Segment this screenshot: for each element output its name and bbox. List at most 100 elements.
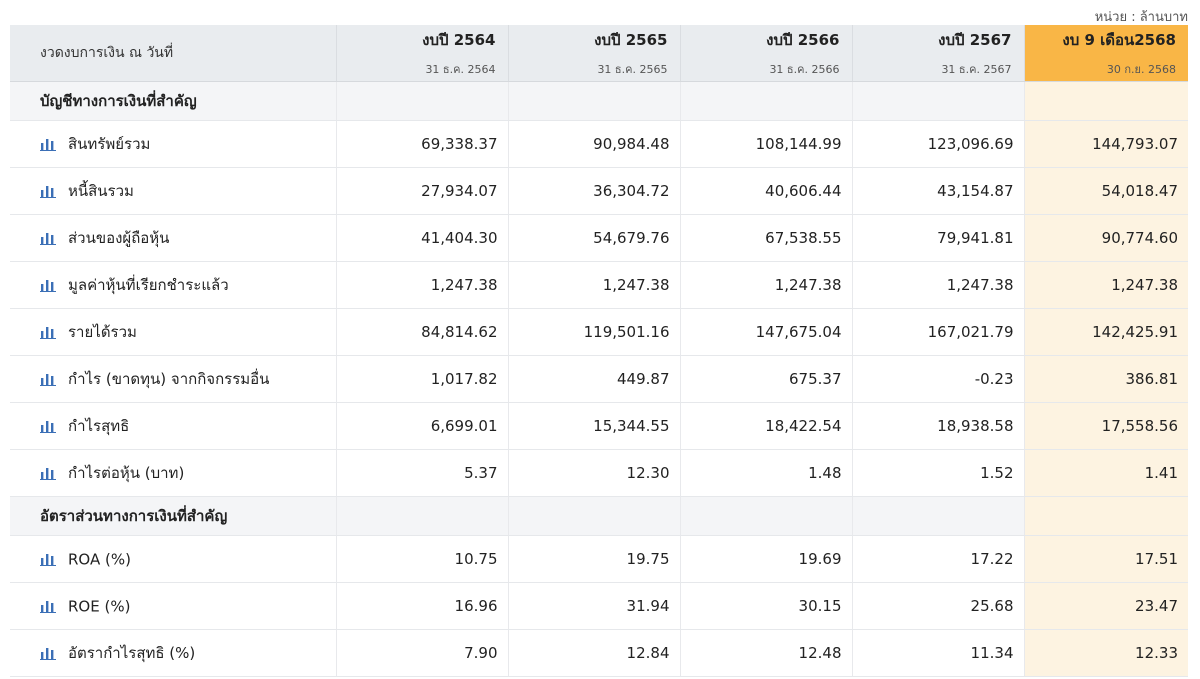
bar-chart-icon[interactable] — [40, 372, 56, 386]
value-cell: 27,934.07 — [336, 167, 509, 215]
table-row: กำไรสุทธิ 6,699.01 15,344.55 18,422.54 18,93… — [10, 402, 1188, 450]
bar-chart-icon[interactable] — [40, 231, 56, 245]
row-label-cell[interactable]: กำไรต่อหุ้น (บาท) — [10, 449, 337, 497]
section-row: อัตราส่วนทางการเงินที่สำคัญ — [10, 496, 1188, 536]
bar-chart-icon[interactable] — [40, 278, 56, 292]
table-row: มูลค่าหุ้นที่เรียกชำระแล้ว 1,247.38 1,247.… — [10, 261, 1188, 309]
value-cell: 23.47 — [1024, 582, 1188, 630]
row-label: กำไรสุทธิ — [68, 417, 130, 435]
period-header: งบปี 2567 31 ธ.ค. 2567 — [852, 25, 1025, 82]
value-cell: 6,699.01 — [336, 402, 509, 450]
row-label: รายได้รวม — [68, 323, 137, 341]
period-year: งบปี 2565 — [594, 31, 668, 49]
row-label: กำไร (ขาดทุน) จากกิจกรรมอื่น — [68, 370, 270, 388]
value-cell: 18,938.58 — [852, 402, 1025, 450]
value-cell: 12.33 — [1024, 629, 1188, 677]
value-cell: 15,344.55 — [508, 402, 681, 450]
period-date: 31 ธ.ค. 2567 — [941, 63, 1012, 76]
table-header-row: งวดงบการเงิน ณ วันที่ งบปี 2564 31 ธ.ค. … — [10, 25, 1188, 82]
value-cell: 69,338.37 — [336, 120, 509, 168]
section-empty-cell — [680, 81, 853, 121]
section-empty-cell — [1024, 81, 1188, 121]
period-year: งบ 9 เดือน2568 — [1062, 31, 1176, 49]
period-date: 31 ธ.ค. 2566 — [769, 63, 840, 76]
value-cell: 1,247.38 — [508, 261, 681, 309]
row-label-cell[interactable]: สินทรัพย์รวม — [10, 120, 337, 168]
bar-chart-icon[interactable] — [40, 552, 56, 567]
value-cell: 11.34 — [852, 629, 1025, 677]
row-label: มูลค่าหุ้นที่เรียกชำระแล้ว — [68, 276, 229, 294]
period-date: 31 ธ.ค. 2564 — [425, 63, 496, 76]
period-year: งบปี 2564 — [422, 31, 496, 49]
table-row: กำไร (ขาดทุน) จากกิจกรรมอื่น 1,017.82 449.… — [10, 355, 1188, 403]
section-empty-cell — [508, 81, 681, 121]
period-header: งบปี 2564 31 ธ.ค. 2564 — [336, 25, 509, 82]
table-row: อัตรากำไรสุทธิ (%) 7.90 12.84 12.48 11.34 12.… — [10, 629, 1188, 677]
row-label-cell[interactable]: ROA (%) — [10, 535, 337, 583]
table-row: สินทรัพย์รวม 69,338.37 90,984.48 108,144.99… — [10, 120, 1188, 168]
row-label-cell[interactable]: ROE (%) — [10, 582, 337, 630]
value-cell: 25.68 — [852, 582, 1025, 630]
row-label: ROE (%) — [68, 597, 131, 616]
row-label: ส่วนของผู้ถือหุ้น — [68, 229, 170, 247]
value-cell: 90,984.48 — [508, 120, 681, 168]
value-cell: 18,422.54 — [680, 402, 853, 450]
row-label-cell[interactable]: อัตรากำไรสุทธิ (%) — [10, 629, 337, 677]
value-cell: 123,096.69 — [852, 120, 1025, 168]
value-cell: 67,538.55 — [680, 214, 853, 262]
table-body: บัญชีทางการเงินที่สำคัญ สินทรัพย์รวม 69,3… — [10, 81, 1188, 677]
value-cell: 108,144.99 — [680, 120, 853, 168]
period-date: 31 ธ.ค. 2565 — [597, 63, 668, 76]
table-row: รายได้รวม 84,814.62 119,501.16 147,675.04 16… — [10, 308, 1188, 356]
value-cell: 1,247.38 — [852, 261, 1025, 309]
section-empty-cell — [852, 81, 1025, 121]
period-header: งบปี 2566 31 ธ.ค. 2566 — [680, 25, 853, 82]
value-cell: 1,247.38 — [1024, 261, 1188, 309]
value-cell: 386.81 — [1024, 355, 1188, 403]
period-header-label: งวดงบการเงิน ณ วันที่ — [10, 25, 337, 82]
row-label-cell[interactable]: กำไร (ขาดทุน) จากกิจกรรมอื่น — [10, 355, 337, 403]
value-cell: 167,021.79 — [852, 308, 1025, 356]
row-label-cell[interactable]: ส่วนของผู้ถือหุ้น — [10, 214, 337, 262]
value-cell: 12.30 — [508, 449, 681, 497]
unit-note: หน่วย : ล้านบาท — [1094, 10, 1188, 25]
period-date: 30 ก.ย. 2568 — [1106, 63, 1176, 76]
bar-chart-icon[interactable] — [40, 137, 56, 151]
value-cell: 1,017.82 — [336, 355, 509, 403]
row-label-cell[interactable]: หนี้สินรวม — [10, 167, 337, 215]
row-label-cell[interactable]: มูลค่าหุ้นที่เรียกชำระแล้ว — [10, 261, 337, 309]
value-cell: 10.75 — [336, 535, 509, 583]
value-cell: 17.51 — [1024, 535, 1188, 583]
value-cell: 1.48 — [680, 449, 853, 497]
value-cell: 36,304.72 — [508, 167, 681, 215]
value-cell: 144,793.07 — [1024, 120, 1188, 168]
period-header: งบปี 2565 31 ธ.ค. 2565 — [508, 25, 681, 82]
row-label: หนี้สินรวม — [68, 182, 134, 200]
row-label: อัตรากำไรสุทธิ (%) — [68, 644, 196, 662]
value-cell: 41,404.30 — [336, 214, 509, 262]
bar-chart-icon[interactable] — [40, 466, 56, 480]
value-cell: 31.94 — [508, 582, 681, 630]
row-label: กำไรต่อหุ้น (บาท) — [68, 464, 185, 482]
bar-chart-icon[interactable] — [40, 419, 56, 433]
table-row: ROA (%) 10.75 19.75 19.69 17.22 17.51 — [10, 535, 1188, 583]
bar-chart-icon[interactable] — [40, 184, 56, 198]
value-cell: 90,774.60 — [1024, 214, 1188, 262]
row-label-cell[interactable]: รายได้รวม — [10, 308, 337, 356]
value-cell: 17.22 — [852, 535, 1025, 583]
value-cell: 40,606.44 — [680, 167, 853, 215]
value-cell: 54,679.76 — [508, 214, 681, 262]
section-row: บัญชีทางการเงินที่สำคัญ — [10, 81, 1188, 121]
bar-chart-icon[interactable] — [40, 646, 56, 660]
section-empty-cell — [680, 496, 853, 536]
value-cell: 30.15 — [680, 582, 853, 630]
bar-chart-icon[interactable] — [40, 599, 56, 614]
row-label-cell[interactable]: กำไรสุทธิ — [10, 402, 337, 450]
value-cell: 12.48 — [680, 629, 853, 677]
value-cell: 142,425.91 — [1024, 308, 1188, 356]
section-empty-cell — [1024, 496, 1188, 536]
value-cell: 19.69 — [680, 535, 853, 583]
bar-chart-icon[interactable] — [40, 325, 56, 339]
value-cell: -0.23 — [852, 355, 1025, 403]
section-title: บัญชีทางการเงินที่สำคัญ — [10, 81, 337, 121]
